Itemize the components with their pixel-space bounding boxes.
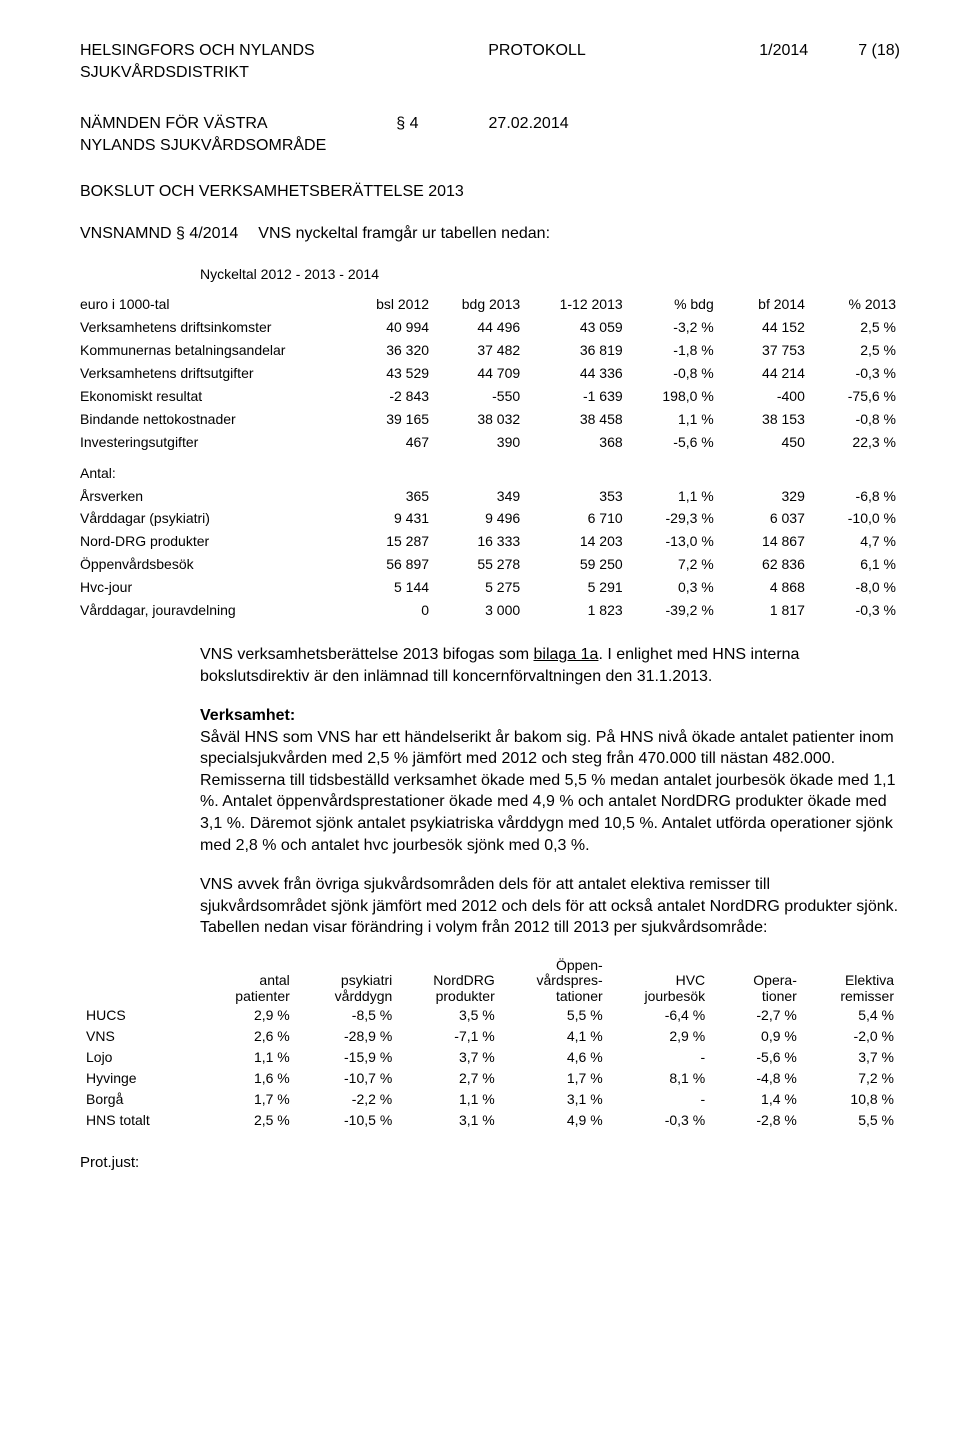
vnsnamnd-row: VNSNAMND § 4/2014 VNS nyckeltal framgår … <box>80 223 900 245</box>
nyckeltal-col-header: bf 2014 <box>718 293 809 316</box>
nyckeltal-col-header: % 2013 <box>809 293 900 316</box>
bottom-table: antal patienterpsykiatri vårddygnNordDRG… <box>80 957 900 1131</box>
paragraph-1: VNS verksamhetsberättelse 2013 bifogas s… <box>200 644 900 687</box>
org-name: HELSINGFORS OCH NYLANDSSJUKVÅRDSDISTRIKT <box>80 40 315 83</box>
table-row: Öppenvårdsbesök56 89755 27859 2507,2 %62… <box>80 553 900 576</box>
table-row: HNS totalt2,5 %-10,5 %3,1 %4,9 %-0,3 %-2… <box>80 1110 900 1131</box>
bottom-col-header: antal patienter <box>199 957 296 1005</box>
antal-label: Antal: <box>80 462 900 485</box>
table-row: Investeringsutgifter467390368-5,6 %45022… <box>80 431 900 454</box>
paragraph-3: VNS avvek från övriga sjukvårdsområden d… <box>200 874 900 939</box>
bottom-col-header: psykiatri vårddygn <box>296 957 399 1005</box>
table-row: Årsverken3653493531,1 %329-6,8 % <box>80 485 900 508</box>
page-header: HELSINGFORS OCH NYLANDSSJUKVÅRDSDISTRIKT… <box>80 40 900 83</box>
bottom-col-header: Opera- tioner <box>711 957 803 1005</box>
table-row: Nord-DRG produkter15 28716 33314 203-13,… <box>80 530 900 553</box>
bilaga-link[interactable]: bilaga 1a <box>534 646 599 663</box>
bottom-col-header: HVC jourbesök <box>609 957 712 1005</box>
page: HELSINGFORS OCH NYLANDSSJUKVÅRDSDISTRIKT… <box>0 0 960 1213</box>
paragraph-2: Verksamhet: Såväl HNS som VNS har ett hä… <box>200 705 900 856</box>
page-number: 7 (18) <box>858 40 900 83</box>
doc-number: 1/2014 <box>759 40 808 83</box>
nyckeltal-table: euro i 1000-talbsl 2012bdg 20131-12 2013… <box>80 293 900 621</box>
table-row: Kommunernas betalningsandelar36 32037 48… <box>80 339 900 362</box>
nyckeltal-col-header: 1-12 2013 <box>524 293 627 316</box>
table-row: Bindande nettokostnader39 16538 03238 45… <box>80 408 900 431</box>
bottom-col-header: Öppen- vårdspres- tationer <box>501 957 609 1005</box>
table-row: Ekonomiskt resultat-2 843-550-1 639198,0… <box>80 385 900 408</box>
vnsnamnd-label: VNSNAMND § 4/2014 <box>80 223 238 245</box>
table-row: Borgå1,7 %-2,2 %1,1 %3,1 %-1,4 %10,8 % <box>80 1089 900 1110</box>
committee-name: NÄMNDEN FÖR VÄSTRANYLANDS SJUKVÅRDSOMRÅD… <box>80 113 326 156</box>
bottom-col-header <box>80 957 199 1005</box>
nyckeltal-caption: Nyckeltal 2012 - 2013 - 2014 <box>200 265 900 284</box>
nyckeltal-col-header: % bdg <box>627 293 718 316</box>
nyckeltal-col-header: bdg 2013 <box>433 293 524 316</box>
nyckeltal-col-header: bsl 2012 <box>342 293 433 316</box>
table-row: Lojo1,1 %-15,9 %3,7 %4,6 %--5,6 %3,7 % <box>80 1047 900 1068</box>
bottom-col-header: NordDRG produkter <box>398 957 501 1005</box>
vnsnamnd-text: VNS nyckeltal framgår ur tabellen nedan: <box>258 223 550 245</box>
table-row: Hvc-jour5 1445 2755 2910,3 %4 868-8,0 % <box>80 576 900 599</box>
committee-date: 27.02.2014 <box>489 113 569 156</box>
prot-just: Prot.just: <box>80 1153 900 1173</box>
doc-meta: 1/2014 7 (18) <box>759 40 900 83</box>
table-row: Vårddagar (psykiatri)9 4319 4966 710-29,… <box>80 507 900 530</box>
bottom-col-header: Elektiva remisser <box>803 957 900 1005</box>
table-row: HUCS2,9 %-8,5 %3,5 %5,5 %-6,4 %-2,7 %5,4… <box>80 1005 900 1026</box>
committee-row: NÄMNDEN FÖR VÄSTRANYLANDS SJUKVÅRDSOMRÅD… <box>80 113 900 156</box>
nyckeltal-col-header: euro i 1000-tal <box>80 293 342 316</box>
committee-section: § 4 <box>396 113 418 156</box>
paragraph-2-text: Såväl HNS som VNS har ett händelserikt å… <box>200 729 895 854</box>
table-row: VNS2,6 %-28,9 %-7,1 %4,1 %2,9 %0,9 %-2,0… <box>80 1026 900 1047</box>
verksamhet-heading: Verksamhet: <box>200 707 295 724</box>
table-row: Verksamhetens driftsutgifter43 52944 709… <box>80 362 900 385</box>
table-row: Vårddagar, jouravdelning03 0001 823-39,2… <box>80 599 900 622</box>
section-title: BOKSLUT OCH VERKSAMHETSBERÄTTELSE 2013 <box>80 181 900 203</box>
table-row: Hyvinge1,6 %-10,7 %2,7 %1,7 %8,1 %-4,8 %… <box>80 1068 900 1089</box>
doc-type: PROTOKOLL <box>488 40 586 83</box>
table-row: Verksamhetens driftsinkomster40 99444 49… <box>80 316 900 339</box>
